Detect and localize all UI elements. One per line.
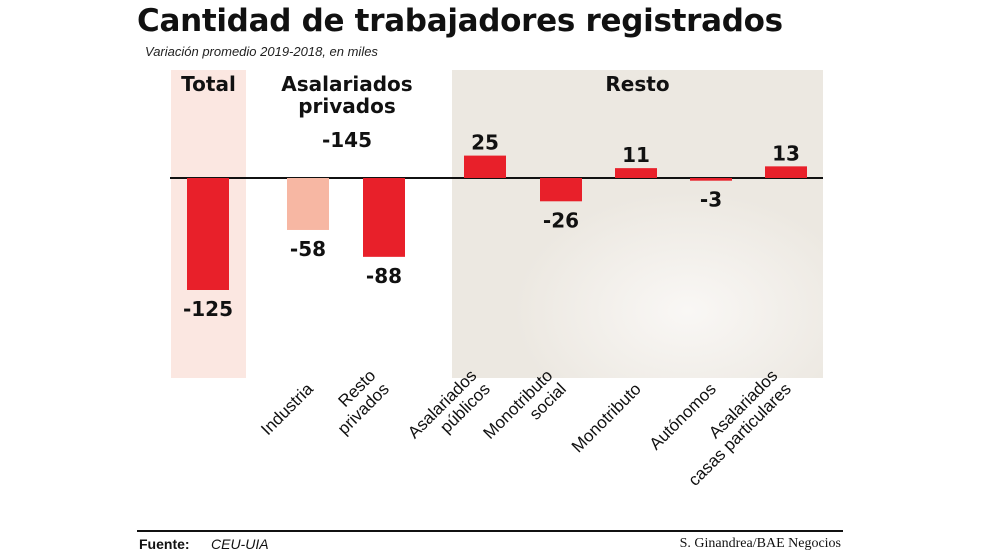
resto-panel-background xyxy=(452,70,823,378)
tick-label-resto-privados: Restoprivados xyxy=(321,366,393,438)
tick-label-line: Monotributo xyxy=(568,379,645,456)
bar-resto-privados xyxy=(363,178,405,257)
tick-label-autonomos: Autónomos xyxy=(646,379,720,453)
tick-label-monotributo-social: Monotributosocial xyxy=(479,366,569,456)
footer-divider xyxy=(137,530,843,532)
group-value-asalariados-privados: -145 xyxy=(321,128,373,152)
bar-autonomos xyxy=(690,178,732,181)
bar-asalariados-publicos xyxy=(464,155,506,178)
tick-label-asalariados-casas-particulares: Asalariadoscasas particulares xyxy=(671,366,795,490)
chart-subtitle: Variación promedio 2019-2018, en miles xyxy=(145,44,378,59)
tick-label-line: Autónomos xyxy=(646,379,720,453)
author-credit: S. Ginandrea/BAE Negocios xyxy=(679,536,841,551)
group-label-asalariados-privados: Asalariados privados xyxy=(281,72,413,118)
tick-label-monotributo: Monotributo xyxy=(568,379,645,456)
chart-title: Cantidad de trabajadores registrados xyxy=(137,3,783,39)
group-label-total: Total xyxy=(181,72,236,96)
bar-industria xyxy=(287,178,329,230)
bar-asalariados-casas-particulares xyxy=(765,166,807,178)
data-label-autonomos: -3 xyxy=(700,188,722,212)
source-label: Fuente: xyxy=(139,536,190,552)
data-label-monotributo: 11 xyxy=(622,143,650,167)
data-label-asalariados-casas-particulares: 13 xyxy=(772,141,800,165)
data-label-industria: -58 xyxy=(290,237,326,261)
tick-label-line: Industria xyxy=(257,379,317,439)
handshake-photo-image xyxy=(512,190,823,378)
tick-label-industria: Industria xyxy=(257,379,317,439)
data-label-resto-privados: -88 xyxy=(366,264,402,288)
data-label-monotributo-social: -26 xyxy=(543,208,579,232)
data-label-asalariados-publicos: 25 xyxy=(471,131,499,155)
group-label-resto: Resto xyxy=(605,72,670,96)
tick-label-asalariados-publicos: Asalariadospúblicos xyxy=(404,366,494,456)
bar-monotributo-social xyxy=(540,178,582,202)
bar-monotributo xyxy=(615,168,657,178)
source-value: CEU-UIA xyxy=(211,536,269,552)
bar-total xyxy=(187,178,229,290)
bar-chart: -125 -58 Industria -88 Restoprivados 25 Asalar… xyxy=(170,131,823,490)
data-label-total: -125 xyxy=(183,297,233,321)
